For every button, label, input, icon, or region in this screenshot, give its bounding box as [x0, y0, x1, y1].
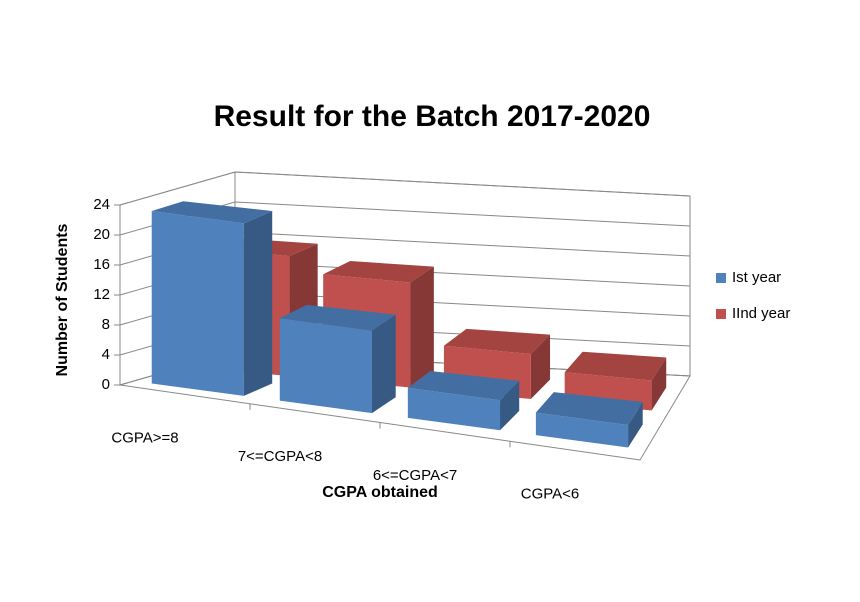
bar-side	[651, 357, 667, 411]
bar	[535, 392, 643, 448]
legend-label: Ist year	[732, 269, 781, 286]
y-tick-label: 0	[102, 376, 110, 393]
bar	[407, 371, 520, 431]
bar-side	[410, 266, 434, 388]
bar-side	[243, 211, 273, 396]
bar-side	[530, 334, 551, 400]
bar-side	[371, 314, 396, 414]
bar-top	[564, 351, 667, 381]
bar-front	[279, 318, 372, 414]
bar-top	[279, 304, 396, 331]
bar-top	[323, 260, 434, 283]
legend-swatch	[716, 273, 726, 283]
bar-top	[443, 328, 551, 355]
x-tick-label: 7<=CGPA<8	[238, 448, 322, 465]
grid-line	[119, 171, 691, 206]
y-tick-label: 12	[93, 286, 110, 303]
bar-front	[535, 412, 629, 448]
bar-top	[535, 392, 643, 426]
bar-top	[151, 201, 273, 224]
y-tick-label: 4	[102, 346, 110, 363]
x-tick-label: CGPA<6	[521, 486, 580, 503]
legend-label: IInd year	[732, 305, 790, 322]
y-tick-label: 24	[93, 196, 110, 213]
chart-title: Result for the Batch 2017-2020	[214, 100, 651, 133]
bar-top	[407, 371, 520, 401]
bar	[279, 304, 396, 414]
y-axis-title: Number of Students	[54, 223, 71, 376]
bar	[151, 201, 273, 396]
y-tick-label: 8	[102, 316, 110, 333]
legend-swatch	[716, 309, 726, 319]
bar-front	[407, 387, 501, 431]
bar-side	[628, 401, 643, 448]
y-tick-label: 16	[93, 256, 110, 273]
y-tick-label: 20	[93, 226, 110, 243]
x-axis-title: CGPA obtained	[322, 484, 438, 501]
x-tick-label: CGPA>=8	[111, 429, 178, 446]
bar-front	[151, 210, 244, 396]
x-tick-label: 6<=CGPA<7	[373, 467, 457, 484]
bar-side	[500, 380, 520, 431]
